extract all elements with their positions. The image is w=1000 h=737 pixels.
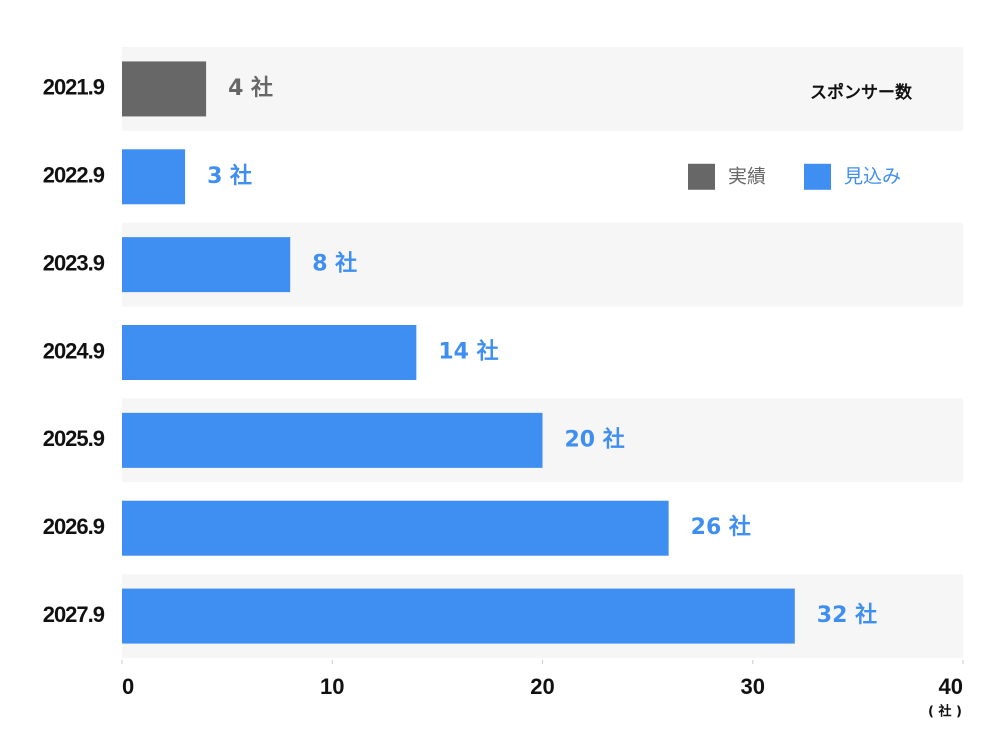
- y-tick-label: 2022.9: [43, 163, 105, 188]
- x-tick-label: 10: [320, 674, 344, 699]
- x-tick-label: 0: [122, 674, 134, 699]
- value-label: 20 社: [565, 426, 625, 452]
- x-unit: ( 社 ): [928, 704, 962, 720]
- bar: [122, 325, 417, 380]
- y-tick-label: 2025.9: [43, 426, 105, 451]
- value-label: 3 社: [207, 163, 252, 189]
- legend-swatch: [804, 163, 831, 190]
- y-tick-label: 2027.9: [43, 602, 105, 627]
- bar: [122, 149, 186, 205]
- bar: [122, 237, 291, 293]
- x-tick-label: 30: [741, 674, 765, 699]
- bar: [122, 412, 543, 468]
- row-background: [122, 47, 963, 131]
- x-tick-label: 20: [530, 674, 554, 699]
- bar: [122, 588, 795, 644]
- x-tick-label: 40: [939, 674, 963, 699]
- value-label: 26 社: [691, 514, 751, 540]
- bar: [122, 61, 207, 117]
- legend-label: 実績: [728, 165, 766, 187]
- value-label: 14 社: [438, 339, 498, 365]
- y-tick-label: 2023.9: [43, 250, 105, 275]
- y-tick-label: 2021.9: [43, 75, 105, 100]
- y-tick-label: 2026.9: [43, 514, 105, 539]
- value-label: 32 社: [817, 602, 877, 628]
- value-label: 8 社: [312, 251, 357, 277]
- value-label: 4 社: [228, 75, 273, 101]
- chart-title: スポンサー数: [810, 82, 913, 103]
- y-tick-label: 2024.9: [43, 338, 105, 363]
- legend-swatch: [688, 163, 715, 190]
- bar: [122, 500, 669, 556]
- legend-label: 見込み: [844, 165, 901, 187]
